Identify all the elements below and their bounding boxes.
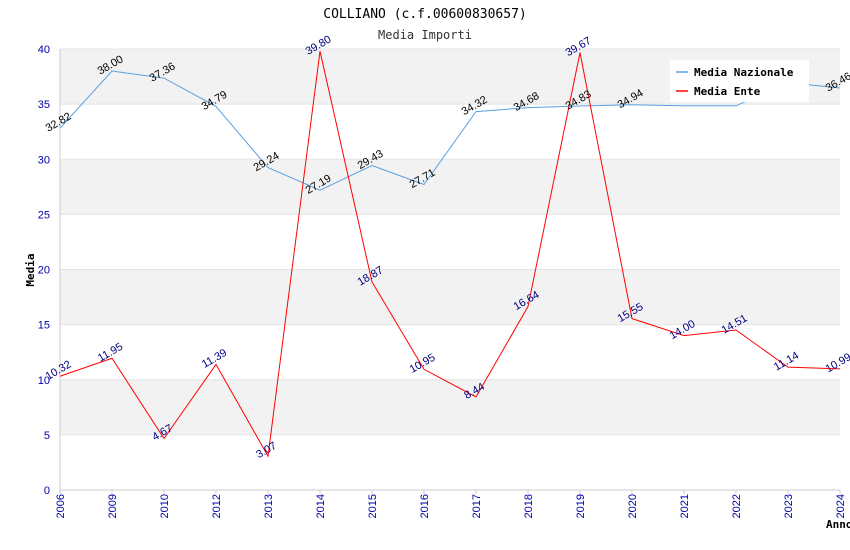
- y-tick-label: 25: [38, 209, 50, 221]
- series-line-nazionale: [59, 70, 841, 191]
- x-tick-label: 2018: [523, 494, 535, 518]
- grid-band: [60, 214, 840, 270]
- grid-band: [60, 379, 840, 435]
- series-line-ente: [59, 51, 841, 458]
- grid-band: [60, 269, 840, 325]
- grid-band: [60, 104, 840, 160]
- x-tick-label: 2023: [783, 494, 795, 518]
- x-tick-label: 2006: [55, 494, 67, 518]
- x-tick-label: 2019: [575, 494, 587, 518]
- chart-title: COLLIANO (c.f.00600830657): [323, 7, 527, 22]
- x-tick-label: 2017: [471, 494, 483, 518]
- grid-band: [60, 159, 840, 215]
- x-tick-label: 2020: [627, 494, 639, 518]
- grid-band: [60, 434, 840, 490]
- grid-band: [60, 324, 840, 380]
- x-tick-label: 2014: [315, 494, 327, 518]
- legend-label-nazionale: Media Nazionale: [694, 66, 794, 79]
- x-tick-label: 2016: [419, 494, 431, 518]
- x-tick-label: 2012: [211, 494, 223, 518]
- y-tick-label: 40: [38, 44, 50, 56]
- axes: [59, 49, 840, 491]
- y-tick-label: 10: [38, 375, 50, 387]
- legend-label-ente: Media Ente: [694, 85, 761, 98]
- series-lines: [59, 51, 841, 458]
- legend: Media Nazionale Media Ente: [670, 60, 809, 102]
- legend-box: [670, 60, 809, 102]
- y-tick-label: 0: [44, 485, 50, 497]
- x-tick-label: 2015: [367, 494, 379, 518]
- y-tick-label: 5: [44, 430, 50, 442]
- x-tick-label: 2009: [107, 494, 119, 518]
- chart-subtitle: Media Importi: [378, 28, 472, 42]
- x-axis-label: Anno: [826, 518, 850, 531]
- y-tick-label: 35: [38, 99, 50, 111]
- y-tick-label: 15: [38, 320, 50, 332]
- grid-bands: [60, 48, 840, 491]
- x-tick-label: 2021: [679, 494, 691, 518]
- x-tick-label: 2024: [835, 494, 847, 518]
- x-tick-label: 2013: [263, 494, 275, 518]
- x-tick-label: 2010: [159, 494, 171, 518]
- y-axis-label: Media: [24, 253, 37, 286]
- x-ticks: 2006 2009 2010 2012 2013 2014 2015 2016 2017 2018…: [55, 490, 847, 518]
- y-tick-label: 20: [38, 265, 50, 277]
- y-ticks: 0 5 10 15 20 25 30 35 40: [38, 44, 50, 497]
- y-tick-label: 30: [38, 154, 50, 166]
- x-tick-label: 2022: [731, 494, 743, 518]
